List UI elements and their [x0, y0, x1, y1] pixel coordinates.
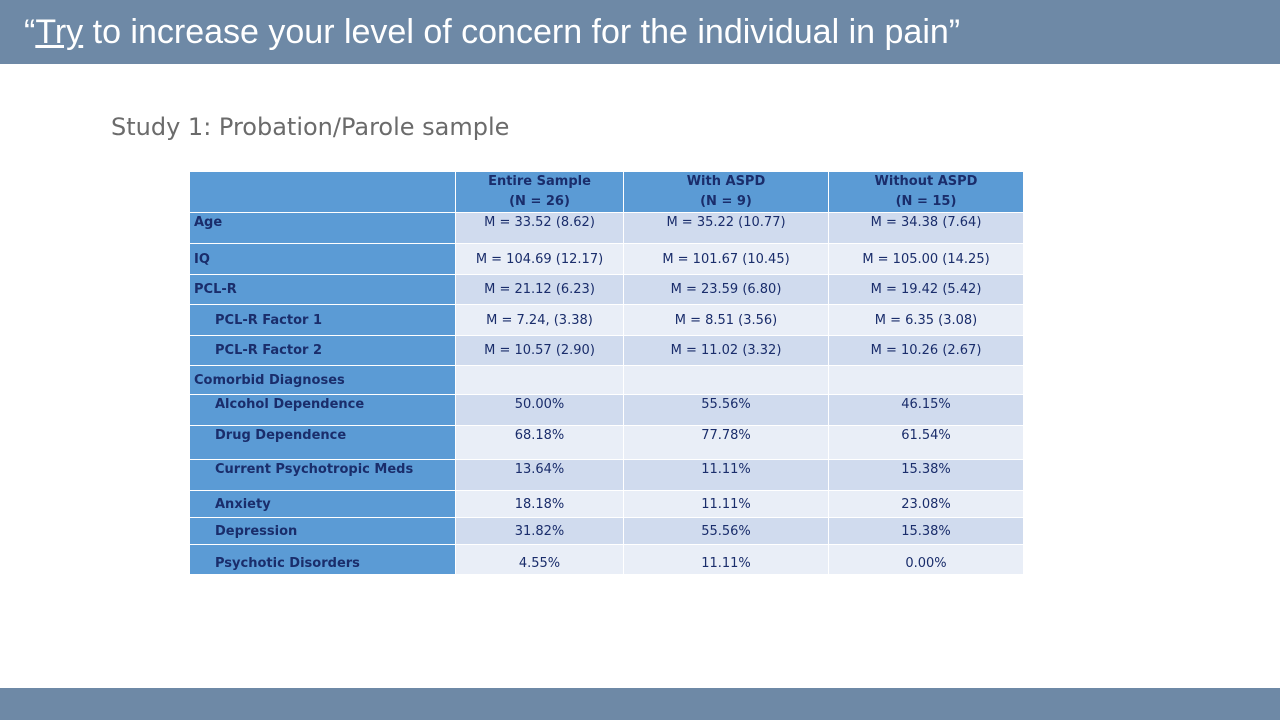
- cell-without-aspd: 15.38%: [828, 459, 1024, 491]
- cell-without-aspd: 15.38%: [828, 517, 1024, 545]
- row-label: Current Psychotropic Meds: [189, 459, 456, 491]
- cell-without-aspd: 61.54%: [828, 425, 1024, 460]
- cell-with-aspd: 55.56%: [623, 517, 829, 545]
- row-label: Age: [189, 212, 456, 244]
- cell-entire-sample: M = 21.12 (6.23): [455, 274, 624, 305]
- cell-without-aspd: 46.15%: [828, 394, 1024, 426]
- table-row: PCL-R Factor 1 M = 7.24, (3.38) M = 8.51…: [189, 304, 1024, 336]
- row-label: Anxiety: [189, 490, 456, 518]
- slide-title: “Try to increase your level of concern f…: [24, 12, 960, 52]
- cell-entire-sample: 4.55%: [455, 544, 624, 575]
- table-row: Anxiety 18.18% 11.11% 23.08%: [189, 490, 1024, 518]
- cell-with-aspd: [623, 365, 829, 395]
- table-row: PCL-R Factor 2 M = 10.57 (2.90) M = 11.0…: [189, 335, 1024, 366]
- row-label: Comorbid Diagnoses: [189, 365, 456, 395]
- row-label: PCL-R: [189, 274, 456, 305]
- row-label: Depression: [189, 517, 456, 545]
- slide-subtitle: Study 1: Probation/Parole sample: [111, 113, 510, 141]
- table-row: IQ M = 104.69 (12.17) M = 101.67 (10.45)…: [189, 243, 1024, 275]
- cell-with-aspd: M = 8.51 (3.56): [623, 304, 829, 336]
- cell-with-aspd: M = 101.67 (10.45): [623, 243, 829, 275]
- cell-with-aspd: 11.11%: [623, 459, 829, 491]
- cell-without-aspd: 23.08%: [828, 490, 1024, 518]
- table-row: Current Psychotropic Meds 13.64% 11.11% …: [189, 459, 1024, 491]
- cell-entire-sample: M = 104.69 (12.17): [455, 243, 624, 275]
- cell-entire-sample: 13.64%: [455, 459, 624, 491]
- row-label: Drug Dependence: [189, 425, 456, 460]
- cell-without-aspd: 0.00%: [828, 544, 1024, 575]
- cell-with-aspd: M = 11.02 (3.32): [623, 335, 829, 366]
- cell-entire-sample: 68.18%: [455, 425, 624, 460]
- cell-with-aspd: 55.56%: [623, 394, 829, 426]
- sample-table: Entire Sample (N = 26) With ASPD (N = 9) W…: [189, 171, 1024, 575]
- row-label: PCL-R Factor 2: [189, 335, 456, 366]
- row-label: Psychotic Disorders: [189, 544, 456, 575]
- table-row: Comorbid Diagnoses: [189, 365, 1024, 395]
- cell-entire-sample: [455, 365, 624, 395]
- table-row: Depression 31.82% 55.56% 15.38%: [189, 517, 1024, 545]
- cell-with-aspd: M = 35.22 (10.77): [623, 212, 829, 244]
- cell-entire-sample: 31.82%: [455, 517, 624, 545]
- cell-without-aspd: M = 6.35 (3.08): [828, 304, 1024, 336]
- title-underlined-word: Try: [35, 13, 84, 51]
- cell-entire-sample: M = 7.24, (3.38): [455, 304, 624, 336]
- cell-entire-sample: M = 10.57 (2.90): [455, 335, 624, 366]
- bottom-bar: [0, 688, 1280, 720]
- cell-entire-sample: 50.00%: [455, 394, 624, 426]
- table-row: Alcohol Dependence 50.00% 55.56% 46.15%: [189, 394, 1024, 426]
- cell-without-aspd: M = 19.42 (5.42): [828, 274, 1024, 305]
- title-open-quote: “: [24, 13, 36, 51]
- row-label: IQ: [189, 243, 456, 275]
- table-row: Drug Dependence 68.18% 77.78% 61.54%: [189, 425, 1024, 460]
- header-entire-sample: Entire Sample (N = 26): [455, 171, 624, 213]
- title-bar: “Try to increase your level of concern f…: [0, 0, 1280, 64]
- table-row: Psychotic Disorders 4.55% 11.11% 0.00%: [189, 544, 1024, 575]
- cell-with-aspd: 77.78%: [623, 425, 829, 460]
- row-label: Alcohol Dependence: [189, 394, 456, 426]
- table-row: PCL-R M = 21.12 (6.23) M = 23.59 (6.80) …: [189, 274, 1024, 305]
- cell-without-aspd: M = 34.38 (7.64): [828, 212, 1024, 244]
- cell-without-aspd: [828, 365, 1024, 395]
- header-without-aspd: Without ASPD (N = 15): [828, 171, 1024, 213]
- cell-with-aspd: 11.11%: [623, 544, 829, 575]
- header-corner: [189, 171, 456, 213]
- cell-without-aspd: M = 105.00 (14.25): [828, 243, 1024, 275]
- row-label: PCL-R Factor 1: [189, 304, 456, 336]
- cell-with-aspd: 11.11%: [623, 490, 829, 518]
- table-row: Age M = 33.52 (8.62) M = 35.22 (10.77) M…: [189, 212, 1024, 244]
- cell-without-aspd: M = 10.26 (2.67): [828, 335, 1024, 366]
- cell-entire-sample: 18.18%: [455, 490, 624, 518]
- cell-with-aspd: M = 23.59 (6.80): [623, 274, 829, 305]
- cell-entire-sample: M = 33.52 (8.62): [455, 212, 624, 244]
- title-rest: to increase your level of concern for th…: [83, 13, 961, 51]
- header-with-aspd: With ASPD (N = 9): [623, 171, 829, 213]
- table-header-row: Entire Sample (N = 26) With ASPD (N = 9) W…: [189, 171, 1024, 213]
